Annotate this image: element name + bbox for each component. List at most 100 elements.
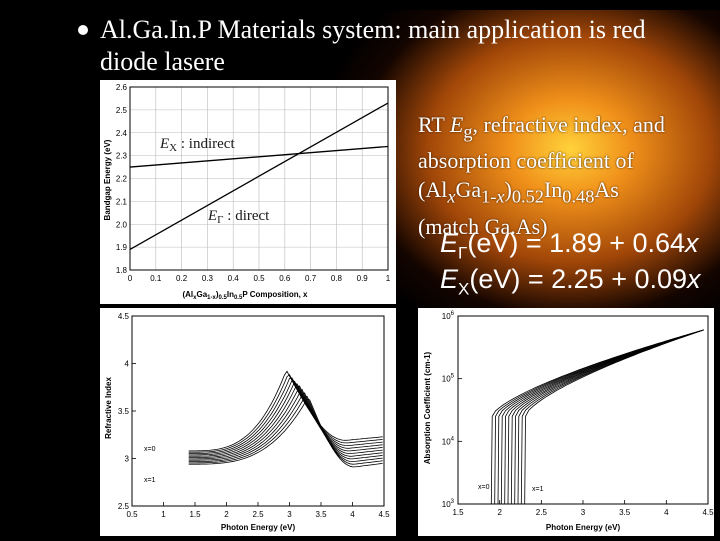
x-tick-label: 0.7 — [305, 274, 317, 283]
y-tick-label: 4.5 — [118, 312, 130, 321]
annotation-eg-direct: EΓ : direct — [207, 208, 270, 226]
refractive-lines — [188, 370, 383, 468]
bandgap-chart-svg: 0 0.1 0.2 0.3 0.4 0.5 0.6 0.7 0.8 0.9 1 1.8 1.9 2.0 2.… — [103, 83, 391, 301]
label-x1: x=1 — [532, 486, 544, 493]
y-tick-label: 2.0 — [116, 220, 128, 229]
x-tick-label: 2 — [497, 508, 502, 517]
y-tick-label: 105 — [442, 374, 455, 384]
title-line-1: Al.Ga.In.P Materials system: main applic… — [100, 15, 646, 44]
refractive-curve — [188, 373, 383, 453]
absorption-curve — [490, 329, 704, 505]
y-tick-label: 3 — [125, 455, 130, 464]
title-line-2: diode lasere — [100, 47, 225, 76]
refractive-chart: 0.5 1 1.5 2 2.5 3 3.5 4 4.5 2.5 3 3.5 4 4.5 x=0 x=1 P… — [100, 308, 396, 536]
refractive-curve — [188, 385, 383, 460]
absorption-curve — [514, 330, 703, 505]
x-tick-label: 0.9 — [357, 274, 369, 283]
x-tick-label: 3 — [287, 510, 292, 519]
refractive-ylabel: Refractive Index — [104, 377, 113, 439]
y-tick-label: 2.5 — [116, 106, 128, 115]
desc-line-4: (match Ga.As) — [418, 213, 548, 239]
absorption-lines — [490, 329, 704, 505]
absorption-curve — [507, 329, 704, 505]
refractive-curve — [188, 395, 383, 465]
bandgap-xlabel: (AlxGa1-x)0.5In0.5P Composition, x — [182, 290, 308, 301]
x-tick-label: 2.5 — [252, 510, 264, 519]
refractive-curve — [188, 370, 383, 452]
refractive-curve — [188, 379, 383, 456]
y-tick-label: 3.5 — [118, 407, 130, 416]
y-tick-label: 2.6 — [116, 83, 128, 92]
x-tick-label: 0.2 — [176, 274, 188, 283]
x-tick-label: 1.5 — [189, 510, 201, 519]
desc-line-2: absorption coefficient of — [418, 148, 634, 174]
x-tick-label: 0.6 — [279, 274, 291, 283]
label-x0: x=0 — [144, 446, 156, 453]
bandgap-lines — [129, 102, 389, 250]
bandgap-plot-frame — [129, 86, 389, 271]
x-tick-label: 0.1 — [150, 274, 162, 283]
absorption-curve — [510, 329, 704, 505]
y-tick-label: 2.3 — [116, 152, 128, 161]
y-tick-label: 1.9 — [116, 243, 128, 252]
y-tick-label: 2.4 — [116, 129, 128, 138]
formula-x: EX(eV) = 2.25 + 0.09x — [440, 264, 701, 299]
absorption-chart: 1.5 2 2.5 3 3.5 4 4.5 103 104 105 106 x=0 x=1 Phot… — [418, 308, 714, 536]
refractive-curve — [188, 377, 383, 455]
refractive-ticks: 0.5 1 1.5 2 2.5 3 3.5 4 4.5 2.5 3 3.5 4 4.5 — [118, 312, 390, 519]
refractive-curve — [188, 388, 383, 461]
refractive-plot-frame — [131, 315, 385, 507]
series-line-ex — [129, 145, 389, 168]
refractive-chart-svg: 0.5 1 1.5 2 2.5 3 3.5 4 4.5 2.5 3 3.5 4 4.5 x=0 x=1 P… — [104, 312, 390, 532]
absorption-curve — [524, 329, 704, 505]
label-x0: x=0 — [478, 484, 490, 491]
refractive-xlabel: Photon Energy (eV) — [221, 523, 296, 532]
x-tick-label: 0.5 — [126, 510, 138, 519]
x-tick-label: 0.4 — [228, 274, 240, 283]
y-tick-label: 104 — [442, 436, 455, 446]
refractive-curve — [188, 381, 383, 457]
bandgap-ylabel: Bandgap Energy (eV) — [103, 139, 112, 220]
x-tick-label: 0.8 — [331, 274, 343, 283]
x-tick-label: 4 — [664, 508, 669, 517]
refractive-curve — [188, 392, 383, 463]
y-tick-label: 2.2 — [116, 175, 128, 184]
formula-gamma: EΓ(eV) = 1.89 + 0.64x — [440, 228, 699, 263]
refractive-curve — [188, 398, 383, 468]
bandgap-ticks: 0 0.1 0.2 0.3 0.4 0.5 0.6 0.7 0.8 0.9 1 1.8 1.9 2.0 2.… — [116, 83, 391, 283]
x-tick-label: 4.5 — [378, 510, 390, 519]
y-tick-label: 103 — [442, 499, 455, 509]
absorption-chart-svg: 1.5 2 2.5 3 3.5 4 4.5 103 104 105 106 x=0 x=1 Phot… — [423, 311, 714, 532]
x-tick-label: 2.5 — [536, 508, 548, 517]
x-tick-label: 1 — [386, 274, 391, 283]
x-tick-label: 4.5 — [702, 508, 714, 517]
y-tick-label: 1.8 — [116, 266, 128, 275]
absorption-curve — [497, 330, 703, 505]
x-tick-label: 0.3 — [202, 274, 214, 283]
absorption-curve — [500, 330, 702, 505]
y-tick-label: 106 — [442, 311, 455, 321]
bandgap-chart: 0 0.1 0.2 0.3 0.4 0.5 0.6 0.7 0.8 0.9 1 1.8 1.9 2.0 2.… — [100, 80, 396, 304]
absorption-ticks: 1.5 2 2.5 3 3.5 4 4.5 103 104 105 106 — [442, 311, 714, 517]
x-tick-label: 3 — [581, 508, 586, 517]
description: RT Eg, refractive index, and absorption … — [418, 110, 665, 241]
absorption-plot-frame — [457, 315, 709, 505]
x-tick-label: 3.5 — [619, 508, 631, 517]
absorption-curve — [494, 329, 704, 505]
x-tick-label: 1 — [161, 510, 166, 519]
x-tick-label: 1.5 — [452, 508, 464, 517]
annotation-ex-indirect: EX : indirect — [159, 136, 235, 154]
refractive-curve — [188, 383, 383, 458]
desc-line-3: (AlxGa1-x)0.52In0.48As — [418, 177, 619, 207]
desc-line-1: RT Eg, refractive index, and — [418, 112, 665, 142]
x-tick-label: 0 — [128, 274, 133, 283]
x-tick-label: 4 — [350, 510, 355, 519]
x-tick-label: 2 — [224, 510, 229, 519]
x-tick-label: 3.5 — [315, 510, 327, 519]
y-tick-label: 2.1 — [116, 197, 128, 206]
series-line-egamma — [129, 102, 389, 250]
absorption-curve — [520, 330, 701, 505]
y-tick-label: 2.5 — [118, 502, 130, 511]
absorption-curve — [517, 330, 702, 505]
y-tick-label: 4 — [125, 360, 130, 369]
